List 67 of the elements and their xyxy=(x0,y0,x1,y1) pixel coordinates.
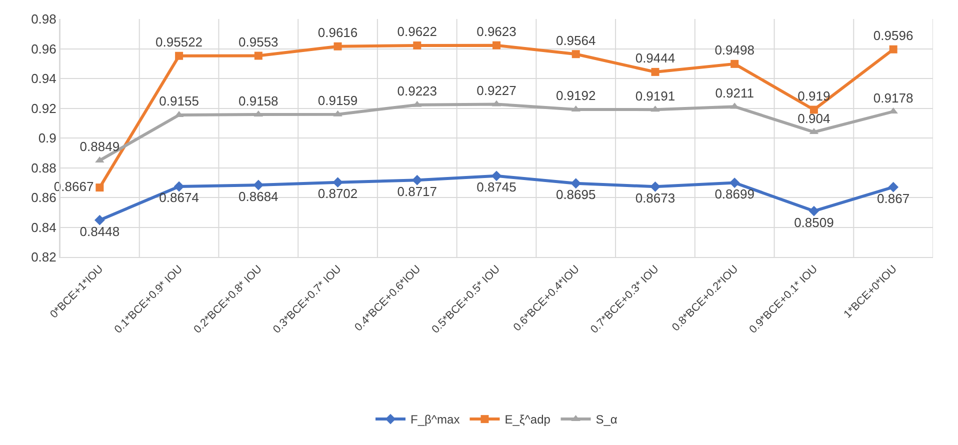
data-label: 0.9498 xyxy=(714,42,754,58)
y-tick-label: 0.9 xyxy=(38,130,56,146)
data-label: 0.9227 xyxy=(476,82,516,98)
point xyxy=(412,174,422,186)
point xyxy=(730,60,739,68)
point xyxy=(332,177,343,188)
point xyxy=(492,41,500,50)
data-label: 0.8674 xyxy=(159,190,199,206)
point xyxy=(570,178,582,189)
data-label: 0.9622 xyxy=(397,24,438,40)
point xyxy=(810,106,818,114)
data-label: 0.9159 xyxy=(318,93,358,108)
point xyxy=(808,206,820,216)
data-label: 0.904 xyxy=(798,110,830,126)
y-tick-label: 0.84 xyxy=(31,220,56,235)
point xyxy=(572,50,580,58)
data-label: 0.9191 xyxy=(635,88,676,104)
y-tick-label: 0.98 xyxy=(31,12,56,27)
point xyxy=(413,41,422,50)
y-tick-label: 0.88 xyxy=(31,160,56,176)
legend-label: S_α xyxy=(596,412,618,427)
data-label: 0.9155 xyxy=(159,94,199,109)
point xyxy=(491,170,502,182)
data-label: 0.8695 xyxy=(556,187,596,202)
data-label: 0.8717 xyxy=(397,184,438,199)
data-label: 0.9192 xyxy=(556,88,596,104)
point xyxy=(175,52,184,60)
point xyxy=(174,181,184,192)
legend-label: F_β^max xyxy=(410,412,460,427)
data-label: 0.8509 xyxy=(794,214,834,230)
data-label: 0.9596 xyxy=(873,28,914,44)
point xyxy=(334,42,342,50)
data-label: 0.9564 xyxy=(556,32,596,48)
point xyxy=(94,214,105,226)
y-tick-label: 0.86 xyxy=(31,190,56,206)
data-label: 0.9223 xyxy=(397,84,438,99)
data-label: 0.8699 xyxy=(714,186,754,202)
data-label: 0.9158 xyxy=(238,93,278,108)
point xyxy=(253,180,264,190)
y-tick-label: 0.92 xyxy=(31,100,56,116)
data-label: 0.95522 xyxy=(156,34,203,50)
y-tick-label: 0.96 xyxy=(31,41,56,56)
data-label: 0.9211 xyxy=(715,85,754,100)
point xyxy=(888,182,899,192)
data-label: 0.867 xyxy=(877,190,910,206)
point xyxy=(729,178,740,188)
y-tick-label: 0.82 xyxy=(31,250,56,265)
data-label: 0.8702 xyxy=(318,186,358,202)
y-tick-label: 0.94 xyxy=(31,71,56,86)
data-label: 0.9623 xyxy=(476,24,516,40)
point xyxy=(889,45,898,54)
data-label: 0.8448 xyxy=(80,224,120,239)
data-label: 0.8745 xyxy=(476,180,516,195)
data-label: 0.919 xyxy=(798,88,830,104)
point xyxy=(96,184,104,192)
data-label: 0.9553 xyxy=(238,34,278,50)
data-label: 0.8849 xyxy=(80,139,120,154)
data-label: 0.8684 xyxy=(238,188,278,204)
data-label: 0.8667 xyxy=(54,178,94,194)
data-label: 0.9444 xyxy=(635,50,676,66)
point xyxy=(650,181,660,192)
legend-label: E_ξ^adp xyxy=(504,412,551,427)
data-label: 0.8673 xyxy=(635,190,676,206)
point xyxy=(651,68,660,76)
data-label: 0.9178 xyxy=(873,90,914,106)
point xyxy=(254,52,262,60)
data-label: 0.9616 xyxy=(318,25,358,40)
